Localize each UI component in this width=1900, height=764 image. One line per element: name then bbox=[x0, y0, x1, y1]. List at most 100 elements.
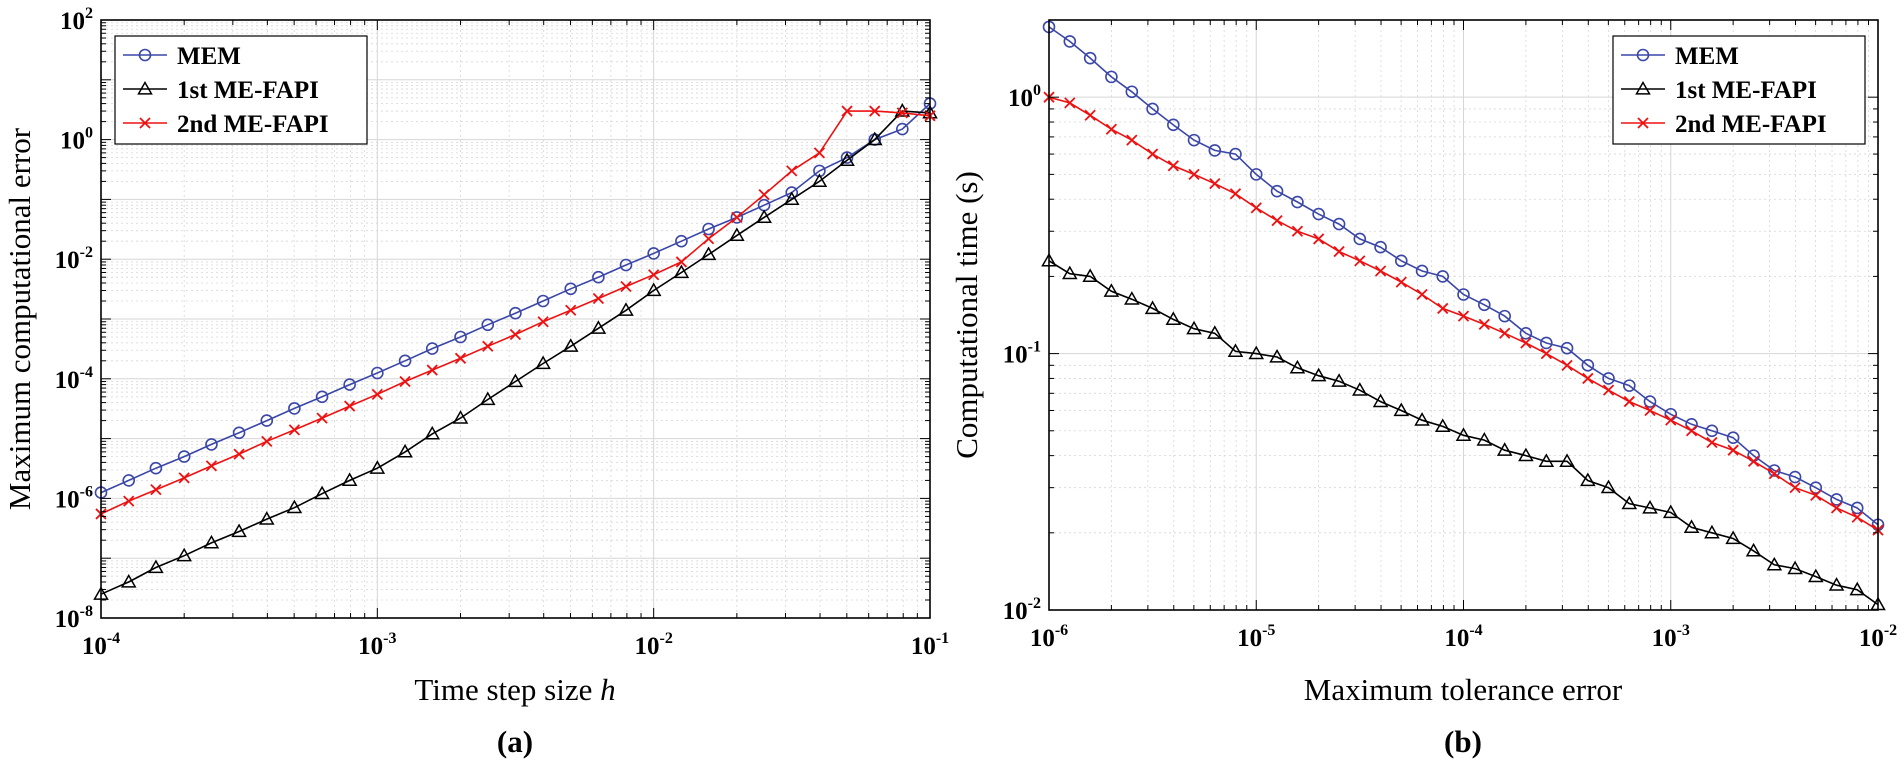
data-point-circle bbox=[1809, 481, 1823, 494]
panel-a-x-axis-label: Time step size h bbox=[414, 672, 615, 707]
legend-marker-x bbox=[139, 117, 151, 129]
data-point-triangle bbox=[397, 443, 413, 458]
data-point-circle bbox=[425, 342, 439, 355]
data-point-x bbox=[1789, 482, 1801, 494]
data-point-x bbox=[1333, 245, 1345, 258]
data-point-x bbox=[371, 388, 383, 400]
data-point-triangle bbox=[1124, 291, 1140, 305]
data-point-triangle bbox=[1476, 432, 1493, 446]
data-point-triangle bbox=[1807, 568, 1824, 583]
series-line-1st-me-fapi bbox=[100, 110, 931, 595]
data-point-triangle bbox=[562, 338, 579, 352]
data-point-x bbox=[1540, 347, 1552, 360]
data-point-circle bbox=[149, 461, 163, 475]
legend-label: 1st ME-FAPI bbox=[1675, 77, 1817, 104]
data-point-triangle bbox=[1559, 453, 1575, 467]
data-point-x bbox=[675, 256, 688, 268]
data-point-circle bbox=[1850, 501, 1864, 515]
data-point-x bbox=[1582, 372, 1594, 385]
panel-a-legend-box bbox=[114, 35, 368, 145]
legend-label: 2nd ME-FAPI bbox=[177, 111, 329, 138]
data-point-x bbox=[123, 495, 135, 507]
data-point-triangle bbox=[176, 547, 192, 562]
data-point-triangle bbox=[1372, 393, 1389, 408]
data-point-triangle bbox=[1580, 472, 1596, 487]
data-point-x bbox=[1851, 511, 1863, 523]
data-point-x bbox=[1374, 265, 1387, 277]
data-point-triangle bbox=[700, 246, 717, 261]
data-point-x bbox=[344, 400, 356, 412]
data-point-triangle bbox=[1745, 542, 1762, 557]
series-line-mem bbox=[1048, 26, 1879, 526]
data-point-circle bbox=[1415, 264, 1429, 278]
data-point-x bbox=[1747, 455, 1760, 467]
legend-label: MEM bbox=[1675, 43, 1739, 70]
data-point-circle bbox=[1332, 217, 1346, 231]
data-point-triangle bbox=[729, 227, 745, 242]
y-tick-label: 100 bbox=[1008, 82, 1041, 112]
data-point-circle bbox=[647, 247, 660, 260]
panel-b-x-axis-label: Maximum tolerance error bbox=[1304, 672, 1623, 707]
data-point-x bbox=[509, 328, 522, 341]
data-point-circle bbox=[1312, 207, 1325, 221]
data-point-triangle bbox=[1828, 577, 1845, 591]
data-point-triangle bbox=[673, 264, 690, 279]
data-point-x bbox=[1685, 425, 1698, 437]
panel-b-ticks: 10-6 10-5 10-4 10-3 10-2 10-2 10-1 100 bbox=[1003, 19, 1897, 652]
panel-b-sublabel: (b) bbox=[1444, 724, 1482, 759]
data-point-circle bbox=[371, 366, 384, 380]
data-point-x bbox=[1602, 384, 1615, 396]
data-point-x bbox=[1105, 123, 1118, 135]
data-point-x bbox=[1478, 318, 1490, 331]
panel-a-chart: 10-4 10-3 10-2 10-1 10-8 10-6 10-4 10-2 100 102 M… bbox=[2, 5, 949, 759]
legend-label: 2nd ME-FAPI bbox=[1675, 111, 1827, 138]
x-tick-label: 10-4 bbox=[1444, 622, 1482, 652]
data-point-circle bbox=[536, 294, 550, 308]
data-point-x bbox=[1209, 178, 1221, 190]
data-point-x bbox=[1395, 276, 1407, 288]
data-point-triangle bbox=[645, 282, 662, 297]
data-point-circle bbox=[1519, 326, 1533, 340]
data-point-circle bbox=[205, 438, 218, 451]
data-point-circle bbox=[177, 450, 191, 463]
data-point-circle bbox=[730, 211, 744, 224]
data-point-circle bbox=[1394, 254, 1408, 268]
data-point-x bbox=[1064, 97, 1076, 109]
data-point-triangle bbox=[1289, 359, 1306, 374]
data-point-circle bbox=[1560, 341, 1574, 355]
data-point-circle bbox=[1146, 102, 1159, 116]
data-point-x bbox=[1126, 134, 1138, 146]
x-tick-label: 10-4 bbox=[82, 630, 120, 660]
data-point-x bbox=[399, 375, 411, 388]
data-point-circle bbox=[1623, 379, 1636, 392]
data-point-x bbox=[758, 189, 770, 201]
data-point-circle bbox=[1249, 168, 1263, 181]
panel-a-grid bbox=[100, 19, 931, 619]
data-point-x bbox=[454, 352, 467, 364]
y-tick-label: 10-1 bbox=[1003, 339, 1041, 369]
data-point-x bbox=[1313, 233, 1325, 245]
data-point-circle bbox=[702, 222, 715, 236]
data-point-x bbox=[1665, 414, 1677, 426]
data-point-x bbox=[1768, 468, 1780, 480]
legend-label: 1st ME-FAPI bbox=[177, 77, 319, 104]
data-point-triangle bbox=[1062, 265, 1078, 280]
data-point-triangle bbox=[1787, 560, 1803, 575]
data-point-circle bbox=[840, 151, 854, 164]
data-point-triangle bbox=[1331, 373, 1347, 387]
data-point-circle bbox=[232, 426, 246, 440]
data-point-triangle bbox=[1434, 418, 1451, 433]
data-point-triangle bbox=[1518, 447, 1534, 462]
data-point-triangle bbox=[369, 460, 386, 474]
data-point-x bbox=[261, 435, 273, 447]
data-point-x bbox=[233, 448, 245, 460]
x-tick-label: 10-2 bbox=[1859, 622, 1897, 652]
data-point-x bbox=[841, 105, 853, 117]
data-point-triangle bbox=[1310, 367, 1327, 382]
data-point-x bbox=[786, 165, 798, 177]
legend-marker-x bbox=[1637, 117, 1649, 129]
data-point-x bbox=[1229, 188, 1242, 200]
data-point-triangle bbox=[1269, 348, 1285, 363]
data-point-triangle bbox=[1103, 283, 1120, 297]
data-point-circle bbox=[1208, 144, 1222, 157]
